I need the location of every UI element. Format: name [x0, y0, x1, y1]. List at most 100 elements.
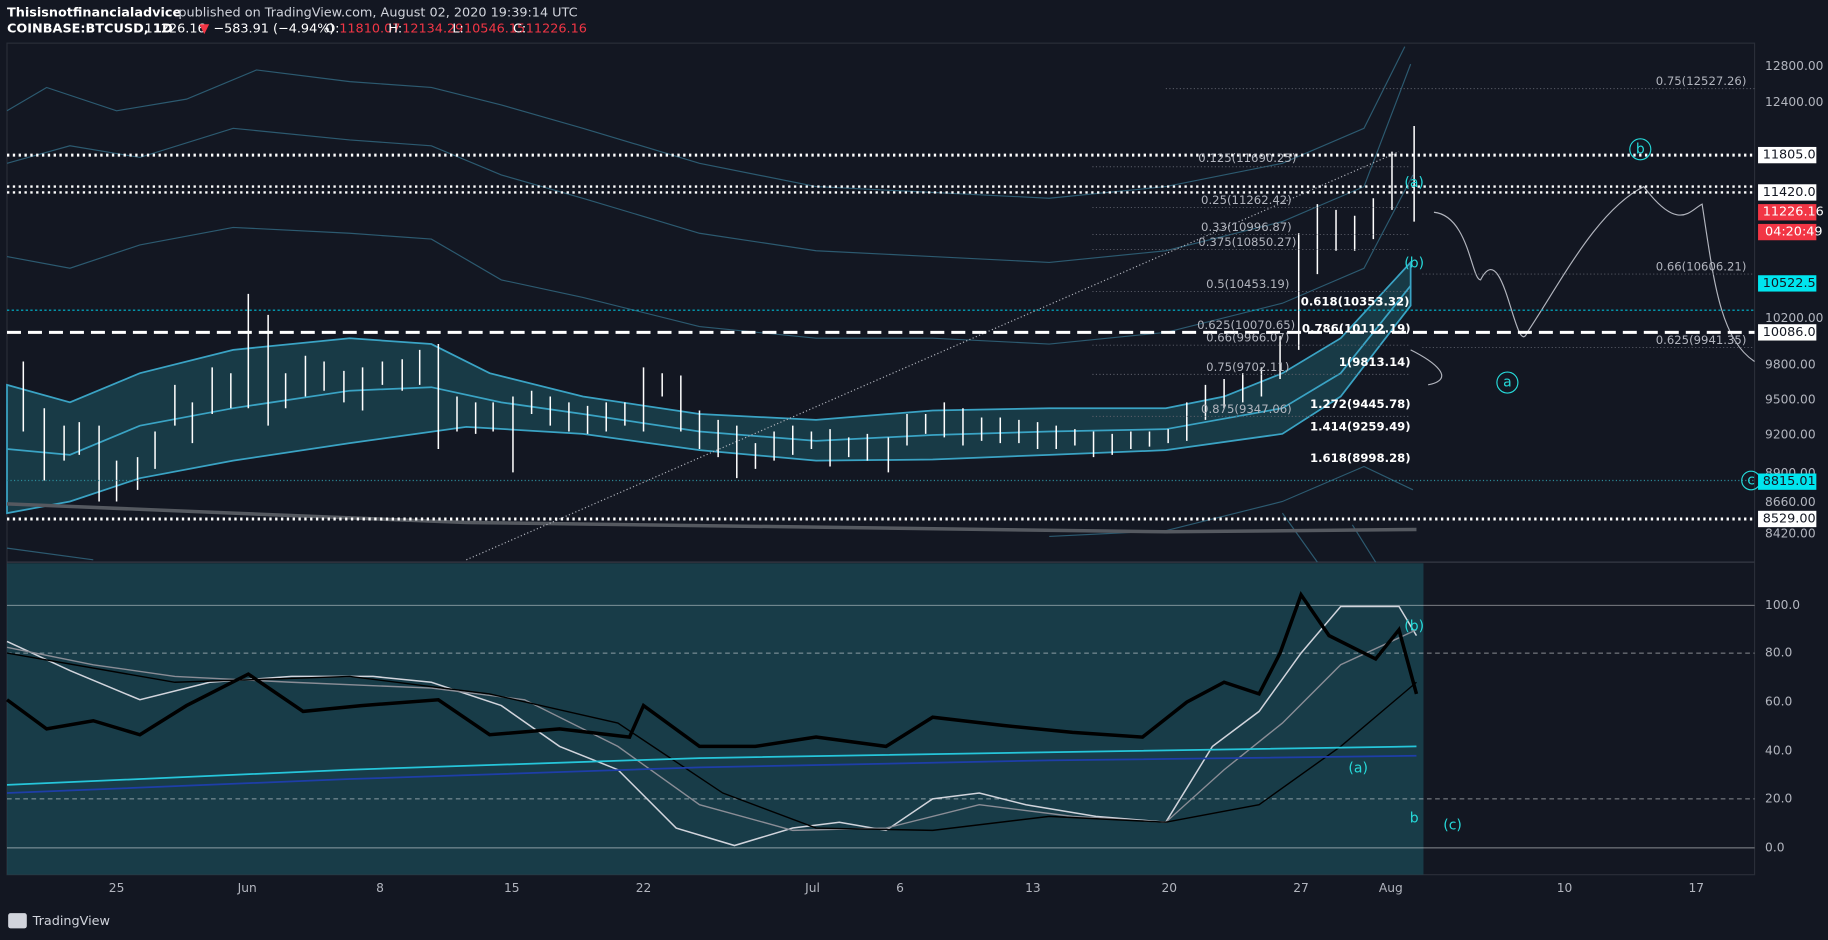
price-marker: 8529.00 — [1763, 511, 1816, 526]
arrow: ▼ — [199, 22, 209, 37]
osc-tick: 20.0 — [1765, 791, 1792, 805]
change: −583.91 (−4.94%) — [213, 22, 334, 37]
wave-label: b — [1636, 141, 1645, 157]
fib-label: 1.618(8998.28) — [1310, 451, 1411, 465]
price-marker: 04:20:49 — [1765, 225, 1823, 240]
wave-label: (a) — [1348, 761, 1367, 777]
osc-tick: 60.0 — [1765, 695, 1792, 709]
ohlc-label: L: — [452, 22, 463, 37]
price-tick: 9800.00 — [1765, 358, 1816, 372]
bollinger-band — [6, 260, 1412, 515]
published: published on TradingView.com, August 02,… — [178, 5, 577, 20]
price-tick: 12800.00 — [1765, 59, 1823, 73]
fib-label: 0.25(11262.42) — [1201, 193, 1292, 207]
price-tick: 12400.00 — [1765, 95, 1823, 109]
price-tick: 10200.00 — [1765, 311, 1823, 325]
oscillator-bars — [5, 590, 1419, 749]
fib-label: 1.272(9445.78) — [1310, 397, 1411, 411]
fib-label: 1(9813.14) — [1339, 355, 1411, 369]
wave-labels: b (a) (b) a (b) (a) b (c) c — [1348, 138, 1761, 834]
wave-label: (a) — [1404, 175, 1423, 191]
time-tick: 17 — [1688, 881, 1704, 895]
price-marker: 11226.16 — [1763, 205, 1824, 220]
price-marker: 11805.00 — [1763, 148, 1824, 163]
price-axis: 12800.00 12400.00 10200.00 9800.00 9500.… — [1758, 59, 1824, 541]
wave-label: (b) — [1404, 618, 1424, 634]
osc-tick: 80.0 — [1765, 646, 1792, 660]
oscillator-grid — [6, 604, 1755, 849]
marker-box — [1758, 473, 1817, 490]
wave-circle — [1496, 371, 1519, 394]
fib-label: 0.625(9941.35) — [1656, 333, 1747, 347]
fib-label: 0.875(9347.06) — [1201, 402, 1292, 416]
price-tick: 9200.00 — [1765, 428, 1816, 442]
marker-box — [1758, 223, 1817, 241]
ohlc-value: 10546.15 — [464, 22, 525, 37]
slow-average — [6, 754, 1417, 794]
price-tick: 9500.00 — [1765, 393, 1816, 407]
wave-label: (b) — [1404, 256, 1424, 272]
marker-box — [1758, 204, 1817, 221]
ohlc-label: H: — [388, 22, 402, 37]
fib-label: 0.75(9702.11) — [1206, 360, 1289, 374]
time-tick: 8 — [376, 881, 384, 895]
time-tick: Jul — [804, 881, 820, 895]
time-tick: Jun — [237, 881, 257, 895]
time-axis: 25 Jun 8 15 22 Jul 6 13 20 27 Aug 10 17 — [109, 881, 1704, 895]
fib-label: 0.33(10996.87) — [1201, 220, 1292, 234]
osc-tick: 40.0 — [1765, 744, 1792, 758]
signal-line — [6, 652, 1417, 832]
fib-label: 1.414(9259.49) — [1310, 419, 1411, 433]
oscillator-background — [6, 563, 1424, 875]
fib-label: 0.66(9966.07) — [1206, 331, 1289, 345]
time-tick: Aug — [1379, 881, 1403, 895]
last: 11226.16 — [145, 22, 206, 37]
time-tick: 20 — [1162, 881, 1178, 895]
ohlc-value: 11226.16 — [526, 22, 587, 37]
time-tick: 27 — [1293, 881, 1309, 895]
logo — [8, 913, 27, 929]
author: Thisisnotfinancialadvice — [7, 5, 181, 20]
fib-label: 0.75(12527.26) — [1656, 74, 1747, 88]
marker-box — [1758, 324, 1817, 341]
fib-label: 0.375(10850.27) — [1198, 235, 1296, 249]
levels — [6, 88, 1755, 521]
price-marker: 11420.00 — [1763, 185, 1824, 200]
marker-box — [1758, 510, 1817, 528]
wave-label: b — [1410, 811, 1419, 827]
ohlc-value: 11810.07 — [339, 22, 400, 37]
wave-label: (c) — [1443, 818, 1462, 834]
outer-bands — [6, 46, 1414, 563]
marker-box — [1758, 275, 1817, 292]
projection-path — [1410, 185, 1755, 386]
price-bars — [22, 125, 1415, 502]
price-marker: 10086.00 — [1763, 325, 1824, 340]
oscillator-axis: 100.0 80.0 60.0 40.0 20.0 0.0 — [1765, 598, 1800, 855]
footer-brand: TradingView — [32, 914, 110, 929]
wave-label: c — [1747, 472, 1755, 488]
time-tick: 15 — [504, 881, 520, 895]
osc-tick: 0.0 — [1765, 840, 1784, 854]
osc-tick: 100.0 — [1765, 598, 1800, 612]
price-marker: 10522.51 — [1763, 276, 1824, 291]
wave-label: a — [1503, 375, 1512, 391]
average-line — [6, 745, 1417, 786]
fib-lines — [1092, 88, 1755, 417]
wave-circle — [1629, 138, 1652, 161]
time-tick: 10 — [1557, 881, 1573, 895]
moving-average — [6, 502, 1417, 534]
time-tick: 22 — [636, 881, 652, 895]
fib-label: 0.66(10606.21) — [1656, 260, 1747, 274]
fib-label: 0.125(11690.25) — [1198, 151, 1296, 165]
ohlc: O: 11810.07 H: 12134.29 L: 10546.15 C: 1… — [325, 22, 587, 37]
time-tick: 13 — [1025, 881, 1041, 895]
price-tick: 8420.00 — [1765, 527, 1816, 541]
ohlc-label: C: — [513, 22, 526, 37]
fib-label: 0.625(10070.65) — [1197, 318, 1295, 332]
ohlc-label: O: — [325, 22, 339, 37]
time-tick: 25 — [109, 881, 125, 895]
fib-label: 0.786(10112.19) — [1302, 321, 1411, 335]
